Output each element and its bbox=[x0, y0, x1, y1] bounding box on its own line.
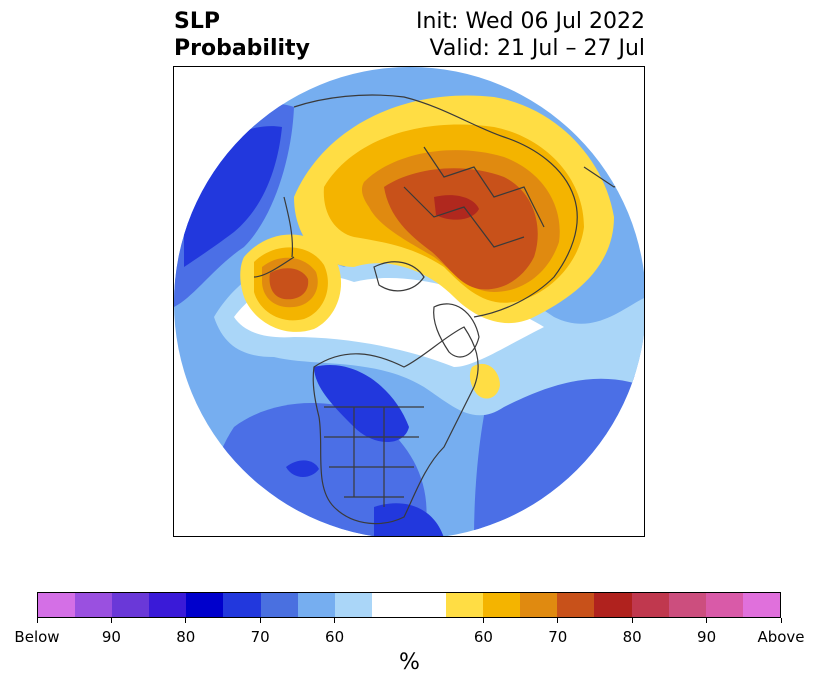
colorbar-tick-mark bbox=[482, 618, 484, 623]
title-right: Init: Wed 06 Jul 2022 Valid: 21 Jul – 27… bbox=[416, 8, 645, 62]
colorbar-cell bbox=[631, 593, 669, 617]
colorbar-cell bbox=[297, 593, 335, 617]
colorbar-cell bbox=[742, 593, 780, 617]
colorbar-tick-label: 60 bbox=[473, 628, 493, 646]
colorbar-tick-mark bbox=[36, 618, 38, 623]
colorbar-tick-mark bbox=[334, 618, 336, 623]
colorbar-cell bbox=[223, 593, 261, 617]
colorbar-cell bbox=[408, 593, 447, 617]
colorbar-cell bbox=[668, 593, 706, 617]
colorbar-cell bbox=[334, 593, 372, 617]
valid-range: Valid: 21 Jul – 27 Jul bbox=[429, 36, 645, 61]
colorbar-cell bbox=[260, 593, 298, 617]
colorbar-tick-label: 80 bbox=[622, 628, 642, 646]
colorbar-tick-mark bbox=[631, 618, 633, 623]
colorbar-tick-label: 70 bbox=[250, 628, 270, 646]
colorbar-tick-mark bbox=[706, 618, 708, 623]
title-left: SLP Probability bbox=[174, 8, 310, 62]
colorbar-tick-label: 80 bbox=[176, 628, 196, 646]
colorbar-cell bbox=[446, 593, 484, 617]
region-below-strong-canada bbox=[314, 365, 409, 442]
colorbar-cell bbox=[38, 593, 76, 617]
colorbar-cell bbox=[149, 593, 187, 617]
colorbar-cell bbox=[520, 593, 558, 617]
colorbar-cell bbox=[75, 593, 113, 617]
region-below-strong-west bbox=[286, 460, 319, 477]
colorbar-tick-mark bbox=[557, 618, 559, 623]
init-date: Init: Wed 06 Jul 2022 bbox=[415, 9, 645, 34]
colorbar-tick-mark bbox=[780, 618, 782, 623]
colorbar-cell bbox=[186, 593, 224, 617]
colorbar-unit-label: % bbox=[399, 650, 420, 675]
colorbar-tick-label: 60 bbox=[325, 628, 345, 646]
colorbar-tick-label: 90 bbox=[101, 628, 121, 646]
colorbar-cell bbox=[594, 593, 632, 617]
colorbar-tick-label: 90 bbox=[697, 628, 717, 646]
region-above-strong-pacific bbox=[269, 268, 309, 300]
region-below-strong-east bbox=[374, 503, 444, 536]
region-above-strong-eurasia bbox=[384, 168, 538, 290]
colorbar-tick-label: 70 bbox=[548, 628, 568, 646]
colorbar-cell bbox=[483, 593, 521, 617]
colorbar-tick-label: Above bbox=[757, 628, 805, 646]
colorbar-cell bbox=[371, 593, 409, 617]
colorbar bbox=[37, 592, 781, 618]
colorbar-cell bbox=[112, 593, 150, 617]
colorbar-tick-mark bbox=[259, 618, 261, 623]
colorbar-cell bbox=[557, 593, 595, 617]
colorbar-cell bbox=[705, 593, 743, 617]
colorbar-tick-mark bbox=[110, 618, 112, 623]
colorbar-tick-label: Below bbox=[14, 628, 60, 646]
probability-map bbox=[174, 67, 644, 536]
title-variable: SLP bbox=[174, 9, 220, 34]
map-panel bbox=[173, 66, 645, 537]
colorbar-tick-mark bbox=[185, 618, 187, 623]
title-product: Probability bbox=[174, 36, 310, 61]
